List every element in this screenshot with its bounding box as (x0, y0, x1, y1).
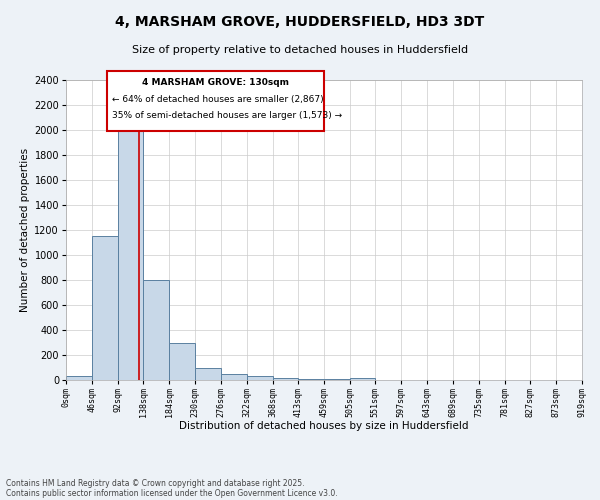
Text: Contains public sector information licensed under the Open Government Licence v3: Contains public sector information licen… (6, 488, 338, 498)
Bar (247, 376, 272, 380)
FancyBboxPatch shape (107, 71, 324, 131)
Text: 35% of semi-detached houses are larger (1,573) →: 35% of semi-detached houses are larger (… (112, 112, 343, 120)
Bar (118, 130, 143, 380)
Text: 4 MARSHAM GROVE: 130sqm: 4 MARSHAM GROVE: 130sqm (142, 78, 289, 88)
Bar (92, 236, 118, 380)
Text: Contains HM Land Registry data © Crown copyright and database right 2025.: Contains HM Land Registry data © Crown c… (6, 478, 305, 488)
Text: ← 64% of detached houses are smaller (2,867): ← 64% of detached houses are smaller (2,… (112, 95, 324, 104)
Text: 4, MARSHAM GROVE, HUDDERSFIELD, HD3 3DT: 4, MARSHAM GROVE, HUDDERSFIELD, HD3 3DT (115, 15, 485, 29)
X-axis label: Distribution of detached houses by size in Huddersfield: Distribution of detached houses by size … (179, 421, 469, 431)
Bar (350, 378, 376, 380)
Bar (66, 376, 92, 380)
Bar (272, 378, 298, 380)
Text: Size of property relative to detached houses in Huddersfield: Size of property relative to detached ho… (132, 45, 468, 55)
Bar (221, 374, 247, 380)
Bar (298, 379, 324, 380)
Y-axis label: Number of detached properties: Number of detached properties (20, 148, 30, 312)
Bar (169, 342, 195, 380)
Bar (195, 368, 221, 380)
Bar (143, 280, 169, 380)
